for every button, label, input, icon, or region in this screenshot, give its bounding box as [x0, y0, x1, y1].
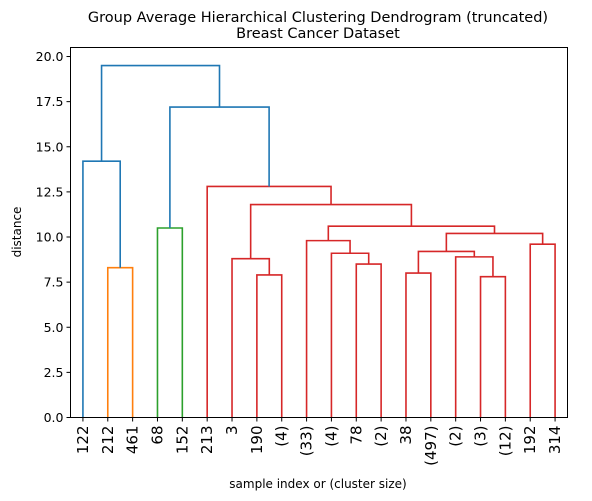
y-tick-label: 17.5	[36, 94, 64, 109]
dendrogram-link	[454, 256, 494, 418]
dendrogram-links	[82, 64, 556, 418]
x-tick-label: 38	[397, 426, 415, 445]
y-axis-label: distance	[10, 207, 24, 258]
x-tick-label: (12)	[496, 426, 514, 457]
x-tick-label: (2)	[372, 426, 390, 447]
x-tick-label: 192	[521, 426, 539, 455]
dendrogram-link	[355, 263, 382, 418]
dendrogram-link	[169, 106, 270, 228]
dendrogram-link	[529, 243, 556, 418]
y-tick-label: 0.0	[44, 410, 64, 425]
dendrogram-link	[106, 266, 134, 418]
dendrogram-link	[305, 239, 351, 418]
x-tick-label: 212	[99, 426, 117, 455]
plot-frame	[70, 47, 568, 418]
y-axis-ticks: 0.0 2.5 5.0 7.5 10.0 12.5 15.0 17.5 20.0	[36, 49, 71, 425]
chart-title: Group Average Hierarchical Clustering De…	[88, 10, 548, 26]
x-axis-ticks: 122 212 461 68 152 213 3 190 (4) (33) (4) 78 (2) 38 (4…	[74, 417, 564, 466]
dendrogram-link	[82, 160, 121, 418]
y-tick-label: 12.5	[36, 184, 64, 199]
x-tick-label: (4)	[273, 426, 291, 447]
dendrogram-link	[445, 232, 544, 252]
chart-subtitle: Breast Cancer Dataset	[236, 26, 400, 42]
x-tick-label: 122	[74, 426, 92, 455]
x-tick-label: 190	[248, 426, 266, 455]
x-tick-label: (33)	[298, 426, 316, 457]
x-tick-label: 3	[223, 426, 241, 436]
dendrogram-link	[206, 185, 332, 418]
dendrogram-link	[249, 203, 413, 259]
dendrogram-link	[330, 252, 370, 418]
dendrogram-link	[231, 257, 271, 418]
x-tick-label: 152	[173, 426, 191, 455]
x-tick-label: (497)	[422, 426, 440, 466]
x-tick-label: 68	[148, 426, 166, 445]
x-tick-label: (4)	[322, 426, 340, 447]
x-axis-label: sample index or (cluster size)	[229, 477, 406, 491]
dendrogram-link	[417, 250, 476, 274]
dendrogram-link	[327, 225, 496, 241]
y-tick-label: 5.0	[44, 320, 64, 335]
y-tick-label: 20.0	[36, 49, 64, 64]
y-tick-label: 15.0	[36, 139, 64, 154]
dendrogram-link	[405, 272, 432, 418]
x-tick-label: (2)	[447, 426, 465, 447]
x-tick-label: 213	[198, 426, 216, 455]
x-tick-label: 461	[124, 426, 142, 455]
x-tick-label: 314	[546, 426, 564, 455]
dendrogram-link	[479, 275, 507, 418]
dendrogram-link	[100, 64, 221, 162]
x-tick-label: 78	[347, 426, 365, 445]
dendrogram-link	[256, 274, 283, 418]
x-tick-label: (3)	[472, 426, 490, 447]
y-tick-label: 10.0	[36, 230, 64, 245]
dendrogram-link	[156, 227, 184, 418]
y-tick-label: 7.5	[44, 275, 64, 290]
y-tick-label: 2.5	[44, 365, 64, 380]
